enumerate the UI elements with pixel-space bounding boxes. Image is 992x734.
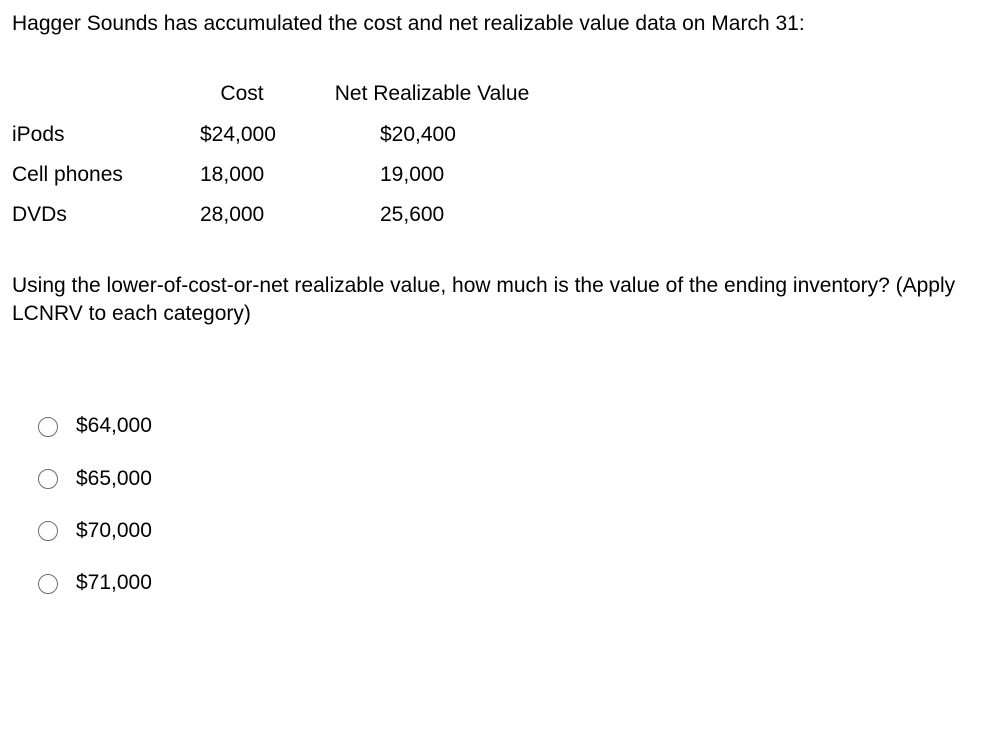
radio-icon <box>38 417 58 437</box>
table-row: Cell phones 18,000 19,000 <box>12 155 562 195</box>
row-cost: 18,000 <box>182 155 302 195</box>
option-item[interactable]: $65,000 <box>12 453 980 505</box>
option-label: $65,000 <box>76 465 152 493</box>
table-row: DVDs 28,000 25,600 <box>12 195 562 235</box>
radio-icon <box>38 574 58 594</box>
intro-text: Hagger Sounds has accumulated the cost a… <box>12 10 980 38</box>
answer-options: $64,000 $65,000 $70,000 $71,000 <box>12 400 980 609</box>
question-text: Using the lower-of-cost-or-net realizabl… <box>12 272 980 329</box>
header-nrv: Net Realizable Value <box>302 74 562 114</box>
row-label: Cell phones <box>12 155 182 195</box>
option-item[interactable]: $64,000 <box>12 400 980 452</box>
header-cost: Cost <box>182 74 302 114</box>
table-row: iPods $24,000 $20,400 <box>12 115 562 155</box>
option-item[interactable]: $70,000 <box>12 505 980 557</box>
row-nrv: $20,400 <box>302 115 562 155</box>
row-cost: 28,000 <box>182 195 302 235</box>
radio-icon <box>38 469 58 489</box>
table-header-row: Cost Net Realizable Value <box>12 74 562 114</box>
row-cost: $24,000 <box>182 115 302 155</box>
option-item[interactable]: $71,000 <box>12 557 980 609</box>
option-label: $71,000 <box>76 569 152 597</box>
row-nrv: 19,000 <box>302 155 562 195</box>
option-label: $64,000 <box>76 412 152 440</box>
radio-icon <box>38 521 58 541</box>
option-label: $70,000 <box>76 517 152 545</box>
row-label: iPods <box>12 115 182 155</box>
row-label: DVDs <box>12 195 182 235</box>
row-nrv: 25,600 <box>302 195 562 235</box>
data-table: Cost Net Realizable Value iPods $24,000 … <box>12 74 562 235</box>
